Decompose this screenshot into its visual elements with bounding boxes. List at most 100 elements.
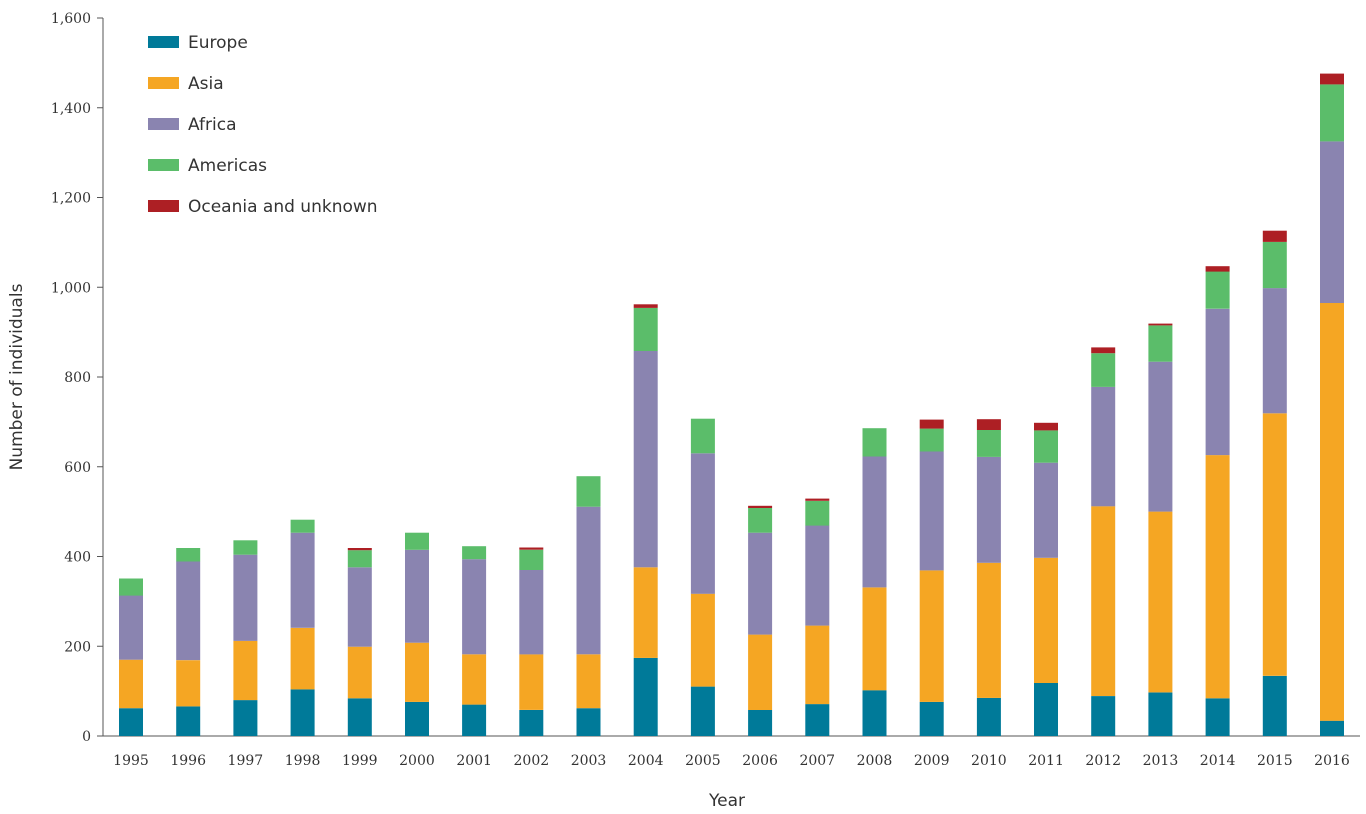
bar-segment-asia [633, 567, 658, 658]
bar-segment-oceania-and-unknown [1034, 422, 1058, 431]
bar-segment-asia [1262, 413, 1287, 676]
bar-segment-europe [462, 704, 487, 736]
bar-segment-europe [1034, 683, 1058, 736]
bar-segment-asia [690, 593, 715, 687]
bar-segment-asia [290, 627, 315, 690]
bar-segment-americas [347, 550, 372, 568]
bars [119, 73, 1344, 736]
bar-segment-oceania-and-unknown [347, 548, 372, 551]
legend-label: Europe [188, 33, 248, 53]
bar-segment-americas [576, 476, 601, 507]
bar-segment-oceania-and-unknown [1091, 347, 1116, 354]
bar-segment-africa [176, 561, 201, 661]
bar-segment-europe [976, 697, 1001, 736]
legend-swatch [148, 77, 179, 89]
bar-segment-europe [233, 700, 258, 736]
bar-segment-africa [347, 567, 372, 647]
y-tick-label: 200 [64, 639, 91, 655]
bar-segment-asia [405, 642, 429, 702]
y-tick-label: 400 [64, 550, 91, 566]
bar-segment-americas [519, 549, 544, 570]
bar-segment-oceania-and-unknown [976, 419, 1001, 430]
x-axis: 1995 1996 1997 1998 1999 2000 2001 2002 2003 2004… [103, 735, 1360, 769]
x-tick-label: 2008 [857, 753, 893, 769]
x-tick-label: 1998 [285, 753, 321, 769]
bar-segment-europe [519, 710, 544, 736]
bar-segment-americas [805, 500, 830, 526]
y-axis-title: Number of individuals [7, 283, 27, 470]
bar-segment-europe [347, 698, 372, 736]
y-tick-label: 1,600 [51, 11, 91, 27]
x-tick-label: 2014 [1200, 753, 1236, 769]
y-tick-label: 1,400 [51, 101, 91, 117]
bar-segment-europe [290, 689, 315, 736]
legend-label: Americas [188, 156, 267, 176]
bar-segment-africa [976, 456, 1001, 563]
bar-segment-americas [1091, 353, 1116, 387]
bar-segment-asia [1034, 557, 1058, 683]
bar-segment-americas [1148, 325, 1173, 362]
bar-segment-asia [919, 570, 944, 702]
bar-segment-africa [405, 549, 429, 643]
legend-label: Africa [188, 115, 237, 135]
bar-segment-oceania-and-unknown [1320, 73, 1344, 85]
bar-segment-europe [176, 706, 201, 736]
bar-segment-americas [748, 508, 773, 533]
bar-segment-oceania-and-unknown [1262, 230, 1287, 242]
bar-segment-europe [576, 708, 601, 736]
bar-segment-oceania-and-unknown [748, 505, 773, 508]
x-tick-label: 2010 [971, 753, 1007, 769]
bar-segment-africa [862, 456, 887, 588]
bar-segment-asia [347, 646, 372, 699]
x-tick-label: 2006 [742, 753, 778, 769]
x-tick-label: 1995 [113, 753, 149, 769]
bar-segment-americas [462, 546, 487, 560]
x-tick-label: 1999 [342, 753, 378, 769]
bar-segment-europe [1148, 692, 1173, 736]
bar-segment-europe [1205, 698, 1230, 736]
bar-segment-europe [862, 690, 887, 736]
bar-segment-asia [1205, 455, 1230, 699]
bar-segment-americas [233, 540, 258, 555]
x-tick-label: 2007 [799, 753, 835, 769]
bar-segment-asia [748, 634, 773, 710]
bar-segment-oceania-and-unknown [519, 547, 544, 550]
x-tick-label: 2000 [399, 753, 435, 769]
bar-segment-americas [119, 578, 143, 596]
bar-segment-europe [1262, 675, 1287, 736]
legend-swatch [148, 36, 179, 48]
bar-segment-americas [1034, 430, 1058, 463]
bar-segment-americas [1205, 271, 1230, 309]
x-tick-label: 2003 [571, 753, 607, 769]
x-tick-label: 1996 [170, 753, 206, 769]
bar-segment-africa [1148, 361, 1173, 512]
x-tick-label: 1997 [228, 753, 264, 769]
bar-segment-americas [176, 548, 201, 562]
bar-segment-oceania-and-unknown [805, 498, 830, 501]
legend: Europe Asia Africa Americas Oceania and unkn… [148, 33, 378, 217]
bar-segment-asia [576, 654, 601, 709]
bar-segment-asia [805, 625, 830, 705]
x-tick-label: 2015 [1257, 753, 1293, 769]
bar-segment-americas [919, 428, 944, 452]
bar-segment-africa [1320, 141, 1344, 303]
bar-segment-africa [290, 532, 315, 628]
bar-segment-americas [976, 430, 1001, 457]
x-tick-label: 2012 [1085, 753, 1121, 769]
y-tick-label: 800 [64, 370, 91, 386]
bar-segment-americas [690, 418, 715, 454]
bar-segment-africa [462, 559, 487, 655]
bar-segment-africa [519, 570, 544, 655]
y-axis: 0 200 400 600 800 1,000 1,200 1,400 1,600 [51, 11, 104, 745]
legend-swatch [148, 118, 179, 130]
bar-segment-americas [1320, 84, 1344, 142]
bar-segment-africa [919, 451, 944, 571]
bar-segment-africa [633, 351, 658, 568]
bar-segment-africa [1262, 288, 1287, 414]
bar-segment-europe [919, 701, 944, 736]
bar-segment-asia [1091, 506, 1116, 696]
x-axis-title: Year [708, 791, 745, 811]
bar-segment-asia [176, 660, 201, 707]
bar-segment-asia [233, 640, 258, 701]
bar-segment-europe [633, 657, 658, 736]
